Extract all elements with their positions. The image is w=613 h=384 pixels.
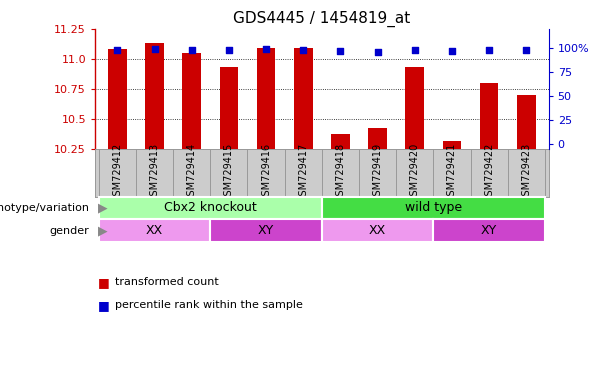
Bar (443, 141, 461, 149)
Bar (108, 49, 127, 149)
Bar (99, 197, 322, 219)
Text: GSM729418: GSM729418 (335, 143, 345, 202)
Bar (145, 43, 164, 149)
Bar (433, 219, 545, 242)
Point (224, 47, 234, 53)
Bar (219, 67, 238, 149)
Text: XY: XY (258, 224, 274, 237)
Text: ■: ■ (98, 276, 110, 289)
Text: GSM729419: GSM729419 (373, 143, 383, 202)
Point (335, 48, 345, 54)
Point (150, 46, 159, 52)
Text: ■: ■ (98, 299, 110, 312)
Point (373, 49, 383, 55)
Text: transformed count: transformed count (115, 277, 219, 287)
Text: GSM729422: GSM729422 (484, 143, 494, 202)
Point (447, 48, 457, 54)
Bar (480, 83, 498, 149)
Bar (517, 95, 536, 149)
Text: GSM729417: GSM729417 (299, 143, 308, 202)
Text: GSM729413: GSM729413 (150, 143, 159, 202)
Text: Cbx2 knockout: Cbx2 knockout (164, 202, 257, 214)
Text: XX: XX (146, 224, 163, 237)
Bar (257, 48, 275, 149)
Text: GSM729414: GSM729414 (187, 143, 197, 202)
Text: gender: gender (49, 225, 89, 236)
Text: GSM729423: GSM729423 (521, 143, 531, 202)
Bar (210, 219, 322, 242)
Bar (322, 197, 545, 219)
Bar (322, 219, 433, 242)
Text: GSM729421: GSM729421 (447, 143, 457, 202)
Text: XX: XX (369, 224, 386, 237)
Text: ▶: ▶ (98, 224, 108, 237)
Bar (99, 219, 210, 242)
Text: wild type: wild type (405, 202, 462, 214)
Point (522, 47, 531, 53)
Point (261, 46, 271, 52)
Point (112, 47, 122, 53)
Bar (368, 128, 387, 149)
Bar (183, 53, 201, 149)
Title: GDS4445 / 1454819_at: GDS4445 / 1454819_at (233, 11, 411, 27)
Text: GSM729415: GSM729415 (224, 143, 234, 202)
Bar (405, 67, 424, 149)
Text: XY: XY (481, 224, 497, 237)
Point (484, 47, 494, 53)
Bar (331, 134, 349, 149)
Text: percentile rank within the sample: percentile rank within the sample (115, 300, 303, 310)
Text: ▶: ▶ (98, 202, 108, 214)
Point (299, 47, 308, 53)
Text: genotype/variation: genotype/variation (0, 203, 89, 213)
Point (187, 47, 197, 53)
Text: GSM729416: GSM729416 (261, 143, 271, 202)
Text: GSM729412: GSM729412 (112, 143, 123, 202)
Text: GSM729420: GSM729420 (409, 143, 420, 202)
Bar (294, 48, 313, 149)
Point (410, 47, 420, 53)
